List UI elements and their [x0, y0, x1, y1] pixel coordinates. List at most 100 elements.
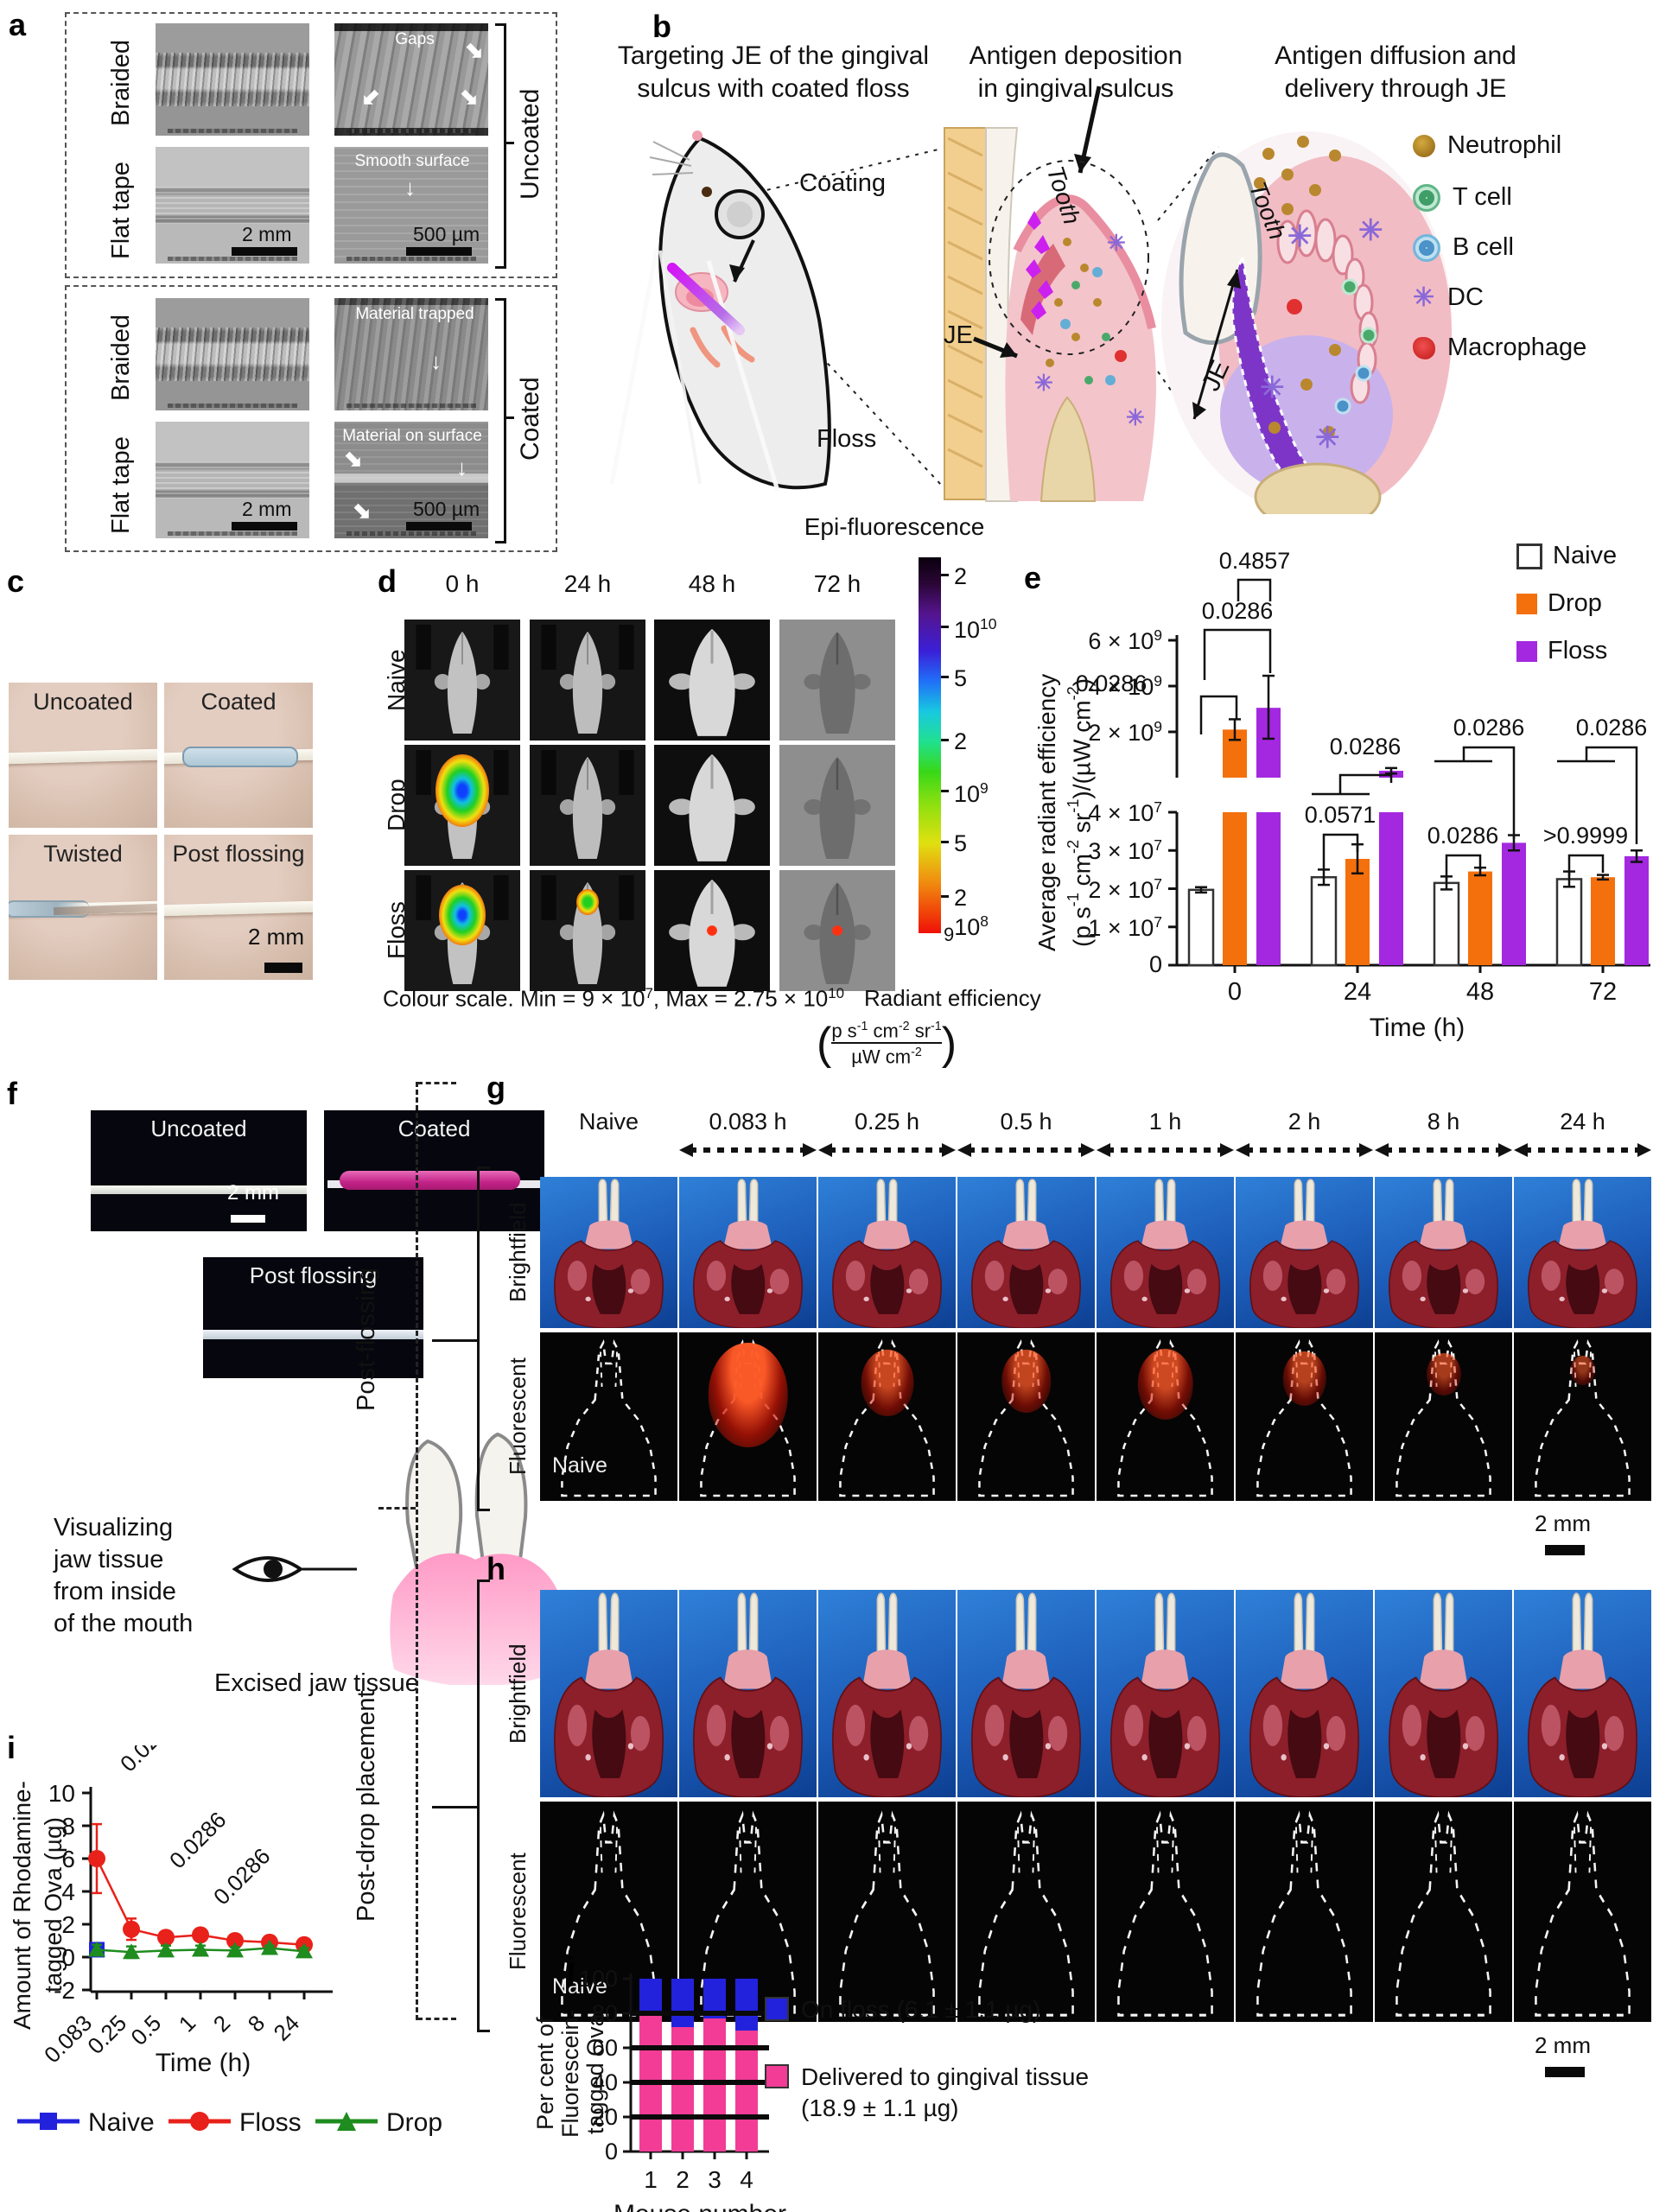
colorbar-tick-label: 2 — [954, 728, 968, 754]
jaw-brightfield-image — [540, 1590, 677, 1797]
b-legend-item: Neutrophil — [1413, 131, 1561, 160]
jaw-tissue-shape — [1249, 1179, 1359, 1328]
e-bar-Drop-48h — [1468, 871, 1492, 965]
i-marker-circle — [226, 1932, 244, 1949]
dashed-arrow-icon — [1097, 1141, 1234, 1159]
i-marker-circle — [123, 1920, 140, 1938]
panel-a-label: a — [9, 7, 27, 42]
f-postflossing-photo: Post flossing — [203, 1257, 423, 1378]
jaw-fluorescent-image — [1514, 1802, 1651, 2022]
c-photo-coated: Coated — [164, 683, 313, 828]
gh-col-header: 2 h — [1287, 1109, 1321, 1135]
frac-numerator: p s-1 cm-2 sr-1 — [831, 1020, 942, 1042]
c-photo-label: Coated — [200, 689, 277, 715]
mouse-silhouette — [416, 625, 509, 734]
i-xlabel: Time (h) — [156, 2049, 251, 2077]
b-legend-item: T cell — [1413, 183, 1512, 212]
dashed-arrow-icon — [1236, 1141, 1373, 1159]
a-flattape-closeup — [334, 422, 488, 538]
d-col-header: 24 h — [563, 570, 612, 597]
j-gridline — [631, 2114, 769, 2120]
sem-meta-strip — [346, 129, 476, 133]
jaw-brightfield-image — [1375, 1177, 1512, 1328]
j-xtick-label: 4 — [740, 2166, 753, 2193]
e-legend-label: Drop — [1548, 589, 1602, 617]
jaw-brightfield-image — [540, 1177, 677, 1328]
e-bar-Floss-24h — [1379, 812, 1403, 965]
i-legend-item: Drop — [315, 2108, 442, 2138]
bcell-icon — [1413, 233, 1440, 262]
a-bracket — [495, 23, 506, 269]
a-braided-overview — [156, 23, 309, 136]
i-ytick-label: 6 — [61, 1846, 75, 1872]
jaw-tissue-shape — [693, 1179, 803, 1328]
b-legend-item: B cell — [1413, 233, 1514, 262]
e-ytick-label: 2 × 109 — [1088, 718, 1162, 746]
jaw-tissue-shape — [1110, 1179, 1220, 1328]
sem-meta-strip — [346, 257, 476, 261]
jaw-brightfield-image — [818, 1177, 956, 1328]
e-pvalue-text: 0.0286 — [1076, 671, 1148, 696]
panel-f-label: f — [7, 1076, 17, 1111]
j-legend-label: On floss (6.1 ± 1.1 µg) — [801, 1996, 1041, 2023]
e-pvalue-bracket — [1312, 773, 1393, 796]
a-row-label-braided: Braided — [107, 40, 135, 126]
d-mouse-image — [654, 620, 770, 741]
gh-scale-bar — [1545, 2067, 1585, 2077]
gh-col-header: 0.083 h — [709, 1109, 787, 1135]
gh-bracket-tick — [432, 1806, 477, 1808]
a-pointer-arrow-icon: ⬊ — [344, 446, 363, 472]
dashed-arrow-icon — [957, 1141, 1095, 1159]
i-ytick-label: 8 — [61, 1813, 75, 1840]
svg-text:✳: ✳ — [1034, 370, 1053, 396]
e-pvalue-text: 0.0286 — [1453, 715, 1525, 741]
e-pvalue-text: 0.0286 — [1330, 734, 1402, 760]
c-photo-label: Post flossing — [172, 841, 305, 867]
e-legend-label: Naive — [1553, 542, 1618, 569]
colorbar-tick-label: 2 — [954, 885, 968, 911]
panel-h-label: h — [486, 1551, 505, 1586]
jaw-fluorescent-image — [818, 1332, 956, 1501]
svg-text:✳: ✳ — [1126, 404, 1145, 430]
colour-scale-caption: Colour scale. Min = 9 × 107, Max = 2.75 … — [383, 985, 845, 1012]
gh-col-header: 1 h — [1148, 1109, 1182, 1135]
jaw-fluorescent-image — [1514, 1332, 1651, 1501]
i-marker-circle — [192, 1926, 209, 1944]
i-ytick-label: 0 — [61, 1944, 75, 1971]
jaw-tissue-shape — [1389, 1592, 1498, 1797]
e-legend-label: Floss — [1548, 637, 1608, 664]
floss-strand — [9, 748, 157, 765]
panel-b-title-3: Antigen diffusion and delivery through JE — [1275, 41, 1516, 103]
sem-meta-strip — [346, 404, 476, 408]
e-pvalue-bracket — [1199, 695, 1238, 734]
panel-e-label: e — [1024, 560, 1042, 595]
gh-col-header: Naive — [578, 1109, 639, 1135]
j-legend-item: Delivered to gingival tissue (18.9 ± 1.1 … — [765, 2062, 1089, 2124]
a-flattape-overview — [156, 147, 309, 264]
jaw-tissue-shape — [1389, 1179, 1498, 1328]
a-pointer-arrow-icon: ↓ — [404, 175, 416, 200]
a-pointer-arrow-icon: ↓ — [456, 454, 467, 480]
e-bar-Naive-48h — [1433, 881, 1460, 967]
colorbar-tick-mark — [941, 841, 949, 843]
jaw-fluorescent-image — [957, 1332, 1095, 1501]
d-mouse-image — [779, 620, 895, 741]
j-ytick-label: 40 — [592, 2069, 618, 2095]
a-annotation-bottom: Material on surface — [342, 427, 482, 445]
j-legend-swatch — [765, 2064, 789, 2088]
dashed-arrow-icon — [679, 1141, 817, 1159]
jaw-tissue-shape — [1110, 1592, 1220, 1797]
floss-label: Floss — [817, 425, 877, 453]
i-marker-triangle — [157, 1942, 175, 1958]
i-marker-triangle — [192, 1941, 209, 1957]
naive-inset-label: Naive — [552, 1453, 607, 1478]
colorbar-tick-label: 1010 — [954, 615, 997, 643]
colorbar-bottom-label: 9108 — [944, 912, 989, 945]
dashed-arrow-icon — [1375, 1141, 1512, 1159]
jaw-brightfield-image — [818, 1590, 956, 1797]
fgh-connector-line — [416, 1082, 418, 2020]
fluorescence-signal — [576, 889, 599, 916]
macrophage-icon — [1413, 336, 1435, 359]
j-xlabel: Mouse number — [614, 2200, 786, 2212]
